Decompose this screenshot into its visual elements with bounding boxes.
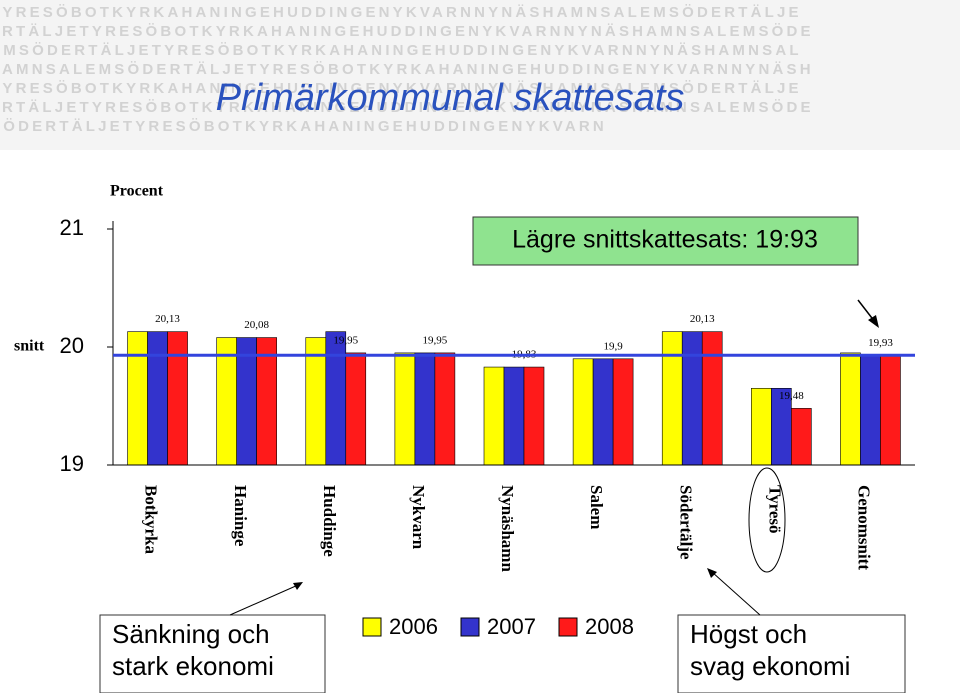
data-label: 20,13 <box>690 313 715 325</box>
x-tick-label: Nynäshamn <box>498 485 517 572</box>
bar <box>701 331 723 466</box>
callout: svag ekonomi <box>690 651 850 681</box>
banner-row: RTÄLJETYRESÖBOTKYRKAHANINGEHUDDINGENYKVA… <box>2 99 814 116</box>
callout-box <box>99 614 326 693</box>
bar <box>127 331 148 466</box>
bar <box>325 331 347 466</box>
x-tick-label: Haninge <box>231 485 250 547</box>
x-tick-label: Södertälje <box>676 485 695 560</box>
bar <box>751 387 772 466</box>
bar <box>661 331 683 466</box>
bar <box>860 354 881 466</box>
y-label: Procent <box>110 183 164 200</box>
data-label: 20,08 <box>244 319 269 331</box>
bar <box>880 354 901 466</box>
bar <box>592 358 614 466</box>
arrow-head <box>293 582 303 590</box>
highlight-ellipse <box>748 467 786 573</box>
y-tick-label: 20 <box>60 333 84 358</box>
data-label: 19,48 <box>779 390 804 402</box>
banner <box>0 0 960 150</box>
legend-swatch <box>460 617 480 637</box>
legend-swatch <box>362 617 382 637</box>
banner-text: TYRESÖBOTKYRKAHANINGEHUDDINGENYKVARNNYNÄ… <box>0 4 814 135</box>
x-tick-label: Tyresö <box>765 485 784 533</box>
highlight-text: Lägre snittskattesats: 19:93 <box>512 226 818 254</box>
bar <box>414 352 436 466</box>
bar <box>147 331 168 466</box>
bar <box>503 366 525 466</box>
x-tick-label: Genomsnitt <box>855 485 874 570</box>
banner-row: RTÄLJETYRESÖBOTKYRKAHANINGEHUDDINGENYKVA… <box>2 23 814 40</box>
legend-swatch <box>558 617 578 637</box>
bar <box>572 358 594 466</box>
bar <box>791 408 812 466</box>
banner-row: TYRESÖBOTKYRKAHANINGEHUDDINGENYKVARNNYNÄ… <box>0 80 802 97</box>
legend-label: 2007 <box>487 614 536 639</box>
bar <box>394 352 416 466</box>
data-label: 19,95 <box>333 334 358 346</box>
banner-row: TYRESÖBOTKYRKAHANINGEHUDDINGENYKVARNNYNÄ… <box>0 4 802 21</box>
legend-label: 2006 <box>389 614 438 639</box>
bar <box>483 366 505 466</box>
data-label: 19,9 <box>603 340 623 352</box>
banner-row: EMSÖDERTÄLJETYRESÖBOTKYRKAHANINGEHUDDING… <box>0 42 802 59</box>
reference-label: snitt <box>14 338 45 355</box>
arrow-head <box>868 315 879 328</box>
callout: Sänkning och <box>112 619 270 649</box>
arrow <box>229 584 299 616</box>
x-tick-label: Botkyrka <box>142 485 161 554</box>
x-tick-label: Nykvarn <box>409 485 428 550</box>
bar <box>681 331 703 466</box>
highlight-box <box>472 216 859 266</box>
callout-box <box>677 614 906 693</box>
chart-title: Primärkommunal skattesats <box>216 77 685 119</box>
x-tick-label: Huddinge <box>320 485 339 557</box>
data-label: 19,93 <box>868 337 893 349</box>
banner-row: AMNSALEMSÖDERTÄLJETYRESÖBOTKYRKAHANINGEH… <box>2 61 814 78</box>
bar <box>167 331 188 466</box>
data-label: 19,95 <box>423 334 448 346</box>
arrow-head <box>707 568 717 578</box>
callout: stark ekonomi <box>112 651 274 681</box>
arrow <box>711 571 761 616</box>
y-tick-label: 19 <box>60 451 84 476</box>
x-tick-label: Salem <box>587 485 606 529</box>
bar <box>840 352 861 466</box>
data-label: 20,13 <box>155 313 180 325</box>
bar <box>612 358 634 466</box>
callout: Högst och <box>690 619 807 649</box>
bar <box>434 352 456 466</box>
bar <box>523 366 545 466</box>
y-tick-label: 21 <box>60 215 84 240</box>
banner-row: SÖDERTÄLJETYRESÖBOTKYRKAHANINGEHUDDINGEN… <box>0 118 607 135</box>
bar <box>345 352 367 466</box>
legend-label: 2008 <box>585 614 634 639</box>
